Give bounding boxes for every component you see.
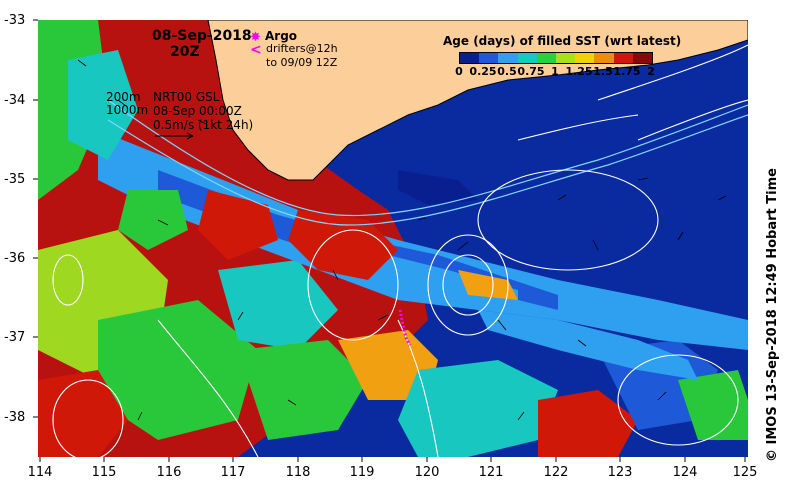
colorbar-tick-label: 1.5 <box>593 65 613 78</box>
argo-icon: ✸ <box>250 30 261 45</box>
colorbar-swatch <box>594 53 614 63</box>
colorbar-swatch <box>536 53 557 63</box>
lon-label: 115 <box>91 465 117 480</box>
lon-label: 119 <box>349 465 375 480</box>
colorbar-ticks: 0 0.25 0.5 0.75 1 1.25 1.5 1.75 2 <box>452 65 658 79</box>
colorbar-tick-label: 0.25 <box>469 65 497 78</box>
colorbar-tick-label: 1 <box>551 65 559 78</box>
lon-label: 118 <box>285 465 311 480</box>
credit-label: © IMOS 13-Sep-2018 12:49 Hobart Time <box>765 168 780 462</box>
date-label: 08-Sep-2018 <box>152 28 252 44</box>
colorbar-tick-label: 1.75 <box>613 65 641 78</box>
drifters-line1: drifters@12h <box>266 42 338 55</box>
colorbar-swatch <box>556 53 576 63</box>
colorbar-swatch <box>632 53 653 63</box>
colorbar-swatch <box>575 53 595 63</box>
lon-label: 121 <box>478 465 504 480</box>
lon-label: 122 <box>543 465 569 480</box>
lat-label: -37 <box>4 330 26 345</box>
drifter-arrow-icon: < <box>250 42 262 58</box>
lat-label: -36 <box>4 251 26 266</box>
current-source-label: NRT00 GSL <box>153 90 220 104</box>
ssh-contours <box>52 44 748 457</box>
colorbar-swatch <box>613 53 633 63</box>
lon-label: 117 <box>220 465 246 480</box>
lon-label: 125 <box>732 465 758 480</box>
colorbar-swatch <box>460 53 480 63</box>
colorbar-tick-label: 0.75 <box>517 65 545 78</box>
scale-arrow-icon <box>155 132 194 140</box>
colorbar-swatch <box>498 53 518 63</box>
colorbar-tick-label: 2 <box>647 65 655 78</box>
colorbar-title: Age (days) of filled SST (wrt latest) <box>443 34 682 48</box>
lon-label: 120 <box>414 465 440 480</box>
colorbar <box>459 52 653 64</box>
colorbar-tick-label: 1.25 <box>565 65 593 78</box>
current-time-label: 08-Sep 00:00Z <box>153 104 242 118</box>
isobaths <box>107 99 748 226</box>
lon-label: 114 <box>27 465 53 480</box>
isobath-1000m-label: 1000m <box>106 103 149 117</box>
lat-label: -34 <box>4 93 26 108</box>
sst-map[interactable] <box>38 20 748 457</box>
colorbar-tick-label: 0 <box>455 65 463 78</box>
map-canvas <box>38 20 748 457</box>
current-vectors <box>77 59 727 421</box>
lat-label: -35 <box>4 172 26 187</box>
drifter-track <box>398 309 412 346</box>
isobath-200m-label: 200m <box>106 90 141 104</box>
colorbar-swatch <box>479 53 499 63</box>
colorbar-swatch <box>517 53 537 63</box>
colorbar-tick-label: 0.5 <box>497 65 517 78</box>
current-scale-label: 0.5m/s (1kt 24h) <box>153 118 254 132</box>
lon-label: 123 <box>607 465 633 480</box>
drifters-line2: to 09/09 12Z <box>266 56 338 69</box>
lat-label: -33 <box>4 13 26 28</box>
age-patches <box>38 20 748 457</box>
time-label: 20Z <box>170 44 200 60</box>
lat-label: -38 <box>4 410 26 425</box>
argo-label: Argo <box>265 29 298 43</box>
lon-label: 124 <box>672 465 698 480</box>
lon-label: 116 <box>156 465 182 480</box>
